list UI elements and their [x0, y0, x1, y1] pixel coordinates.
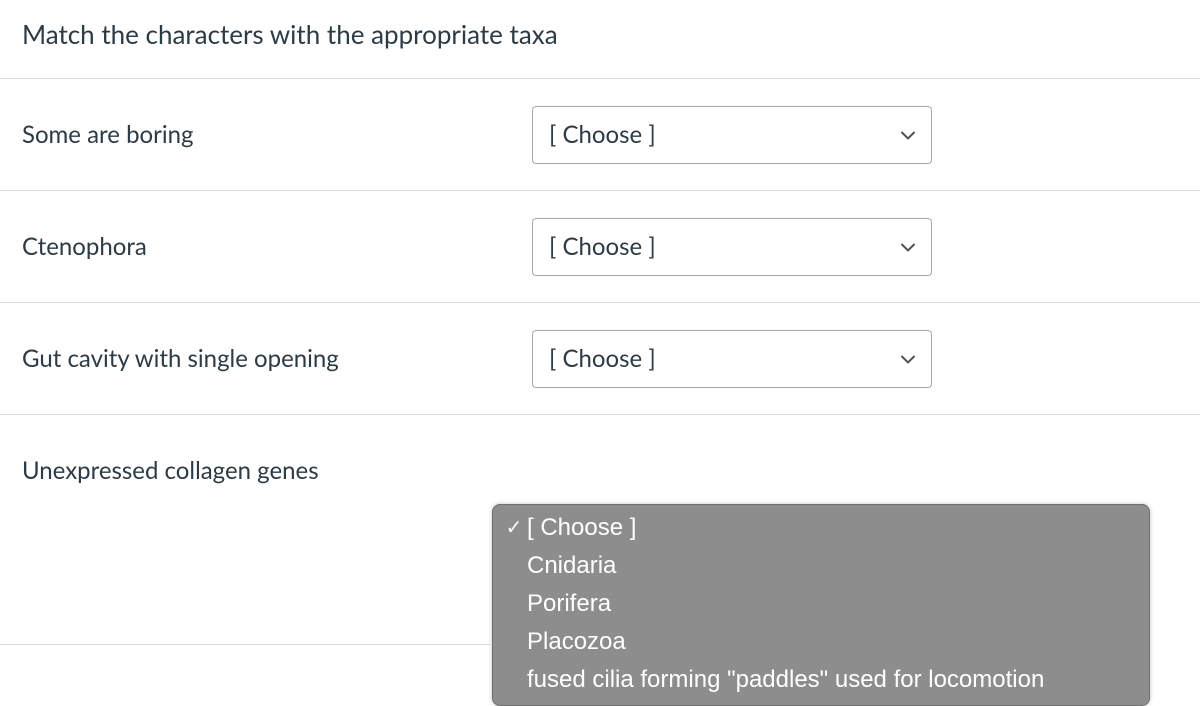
answer-select-dropdown[interactable]: ✓ [ Choose ] Cnidaria Porifera Placozoa …	[492, 504, 1150, 706]
dropdown-option[interactable]: ✓ [ Choose ]	[493, 509, 1149, 547]
dropdown-option-label: Placozoa	[527, 625, 626, 659]
dropdown-option[interactable]: fused cilia forming "paddles" used for l…	[493, 661, 1149, 699]
answer-select[interactable]: [ Choose ]	[532, 330, 932, 388]
dropdown-option-label: Porifera	[527, 587, 611, 621]
question-stem: Match the characters with the appropriat…	[0, 0, 1200, 78]
divider	[0, 644, 490, 645]
answer-select[interactable]: [ Choose ]	[532, 218, 932, 276]
match-prompt: Gut cavity with single opening	[22, 344, 532, 373]
match-row: Ctenophora [ Choose ]	[0, 190, 1200, 302]
dropdown-option-label: fused cilia forming "paddles" used for l…	[527, 663, 1044, 697]
dropdown-option-label: [ Choose ]	[527, 511, 636, 545]
dropdown-option[interactable]: Cnidaria	[493, 547, 1149, 585]
check-icon: ✓	[501, 511, 527, 545]
chevron-down-icon	[901, 238, 915, 255]
match-prompt: Some are boring	[22, 120, 532, 149]
select-placeholder: [ Choose ]	[549, 232, 656, 261]
dropdown-option[interactable]: Placozoa	[493, 623, 1149, 661]
match-prompt: Ctenophora	[22, 232, 532, 261]
chevron-down-icon	[901, 126, 915, 143]
match-row: Gut cavity with single opening [ Choose …	[0, 302, 1200, 414]
chevron-down-icon	[901, 350, 915, 367]
match-prompt: Unexpressed collagen genes	[22, 456, 532, 485]
dropdown-option-label: Cnidaria	[527, 549, 616, 583]
dropdown-option[interactable]: Porifera	[493, 585, 1149, 623]
answer-select[interactable]: [ Choose ]	[532, 106, 932, 164]
select-placeholder: [ Choose ]	[549, 120, 656, 149]
match-row: Some are boring [ Choose ]	[0, 78, 1200, 190]
select-placeholder: [ Choose ]	[549, 344, 656, 373]
